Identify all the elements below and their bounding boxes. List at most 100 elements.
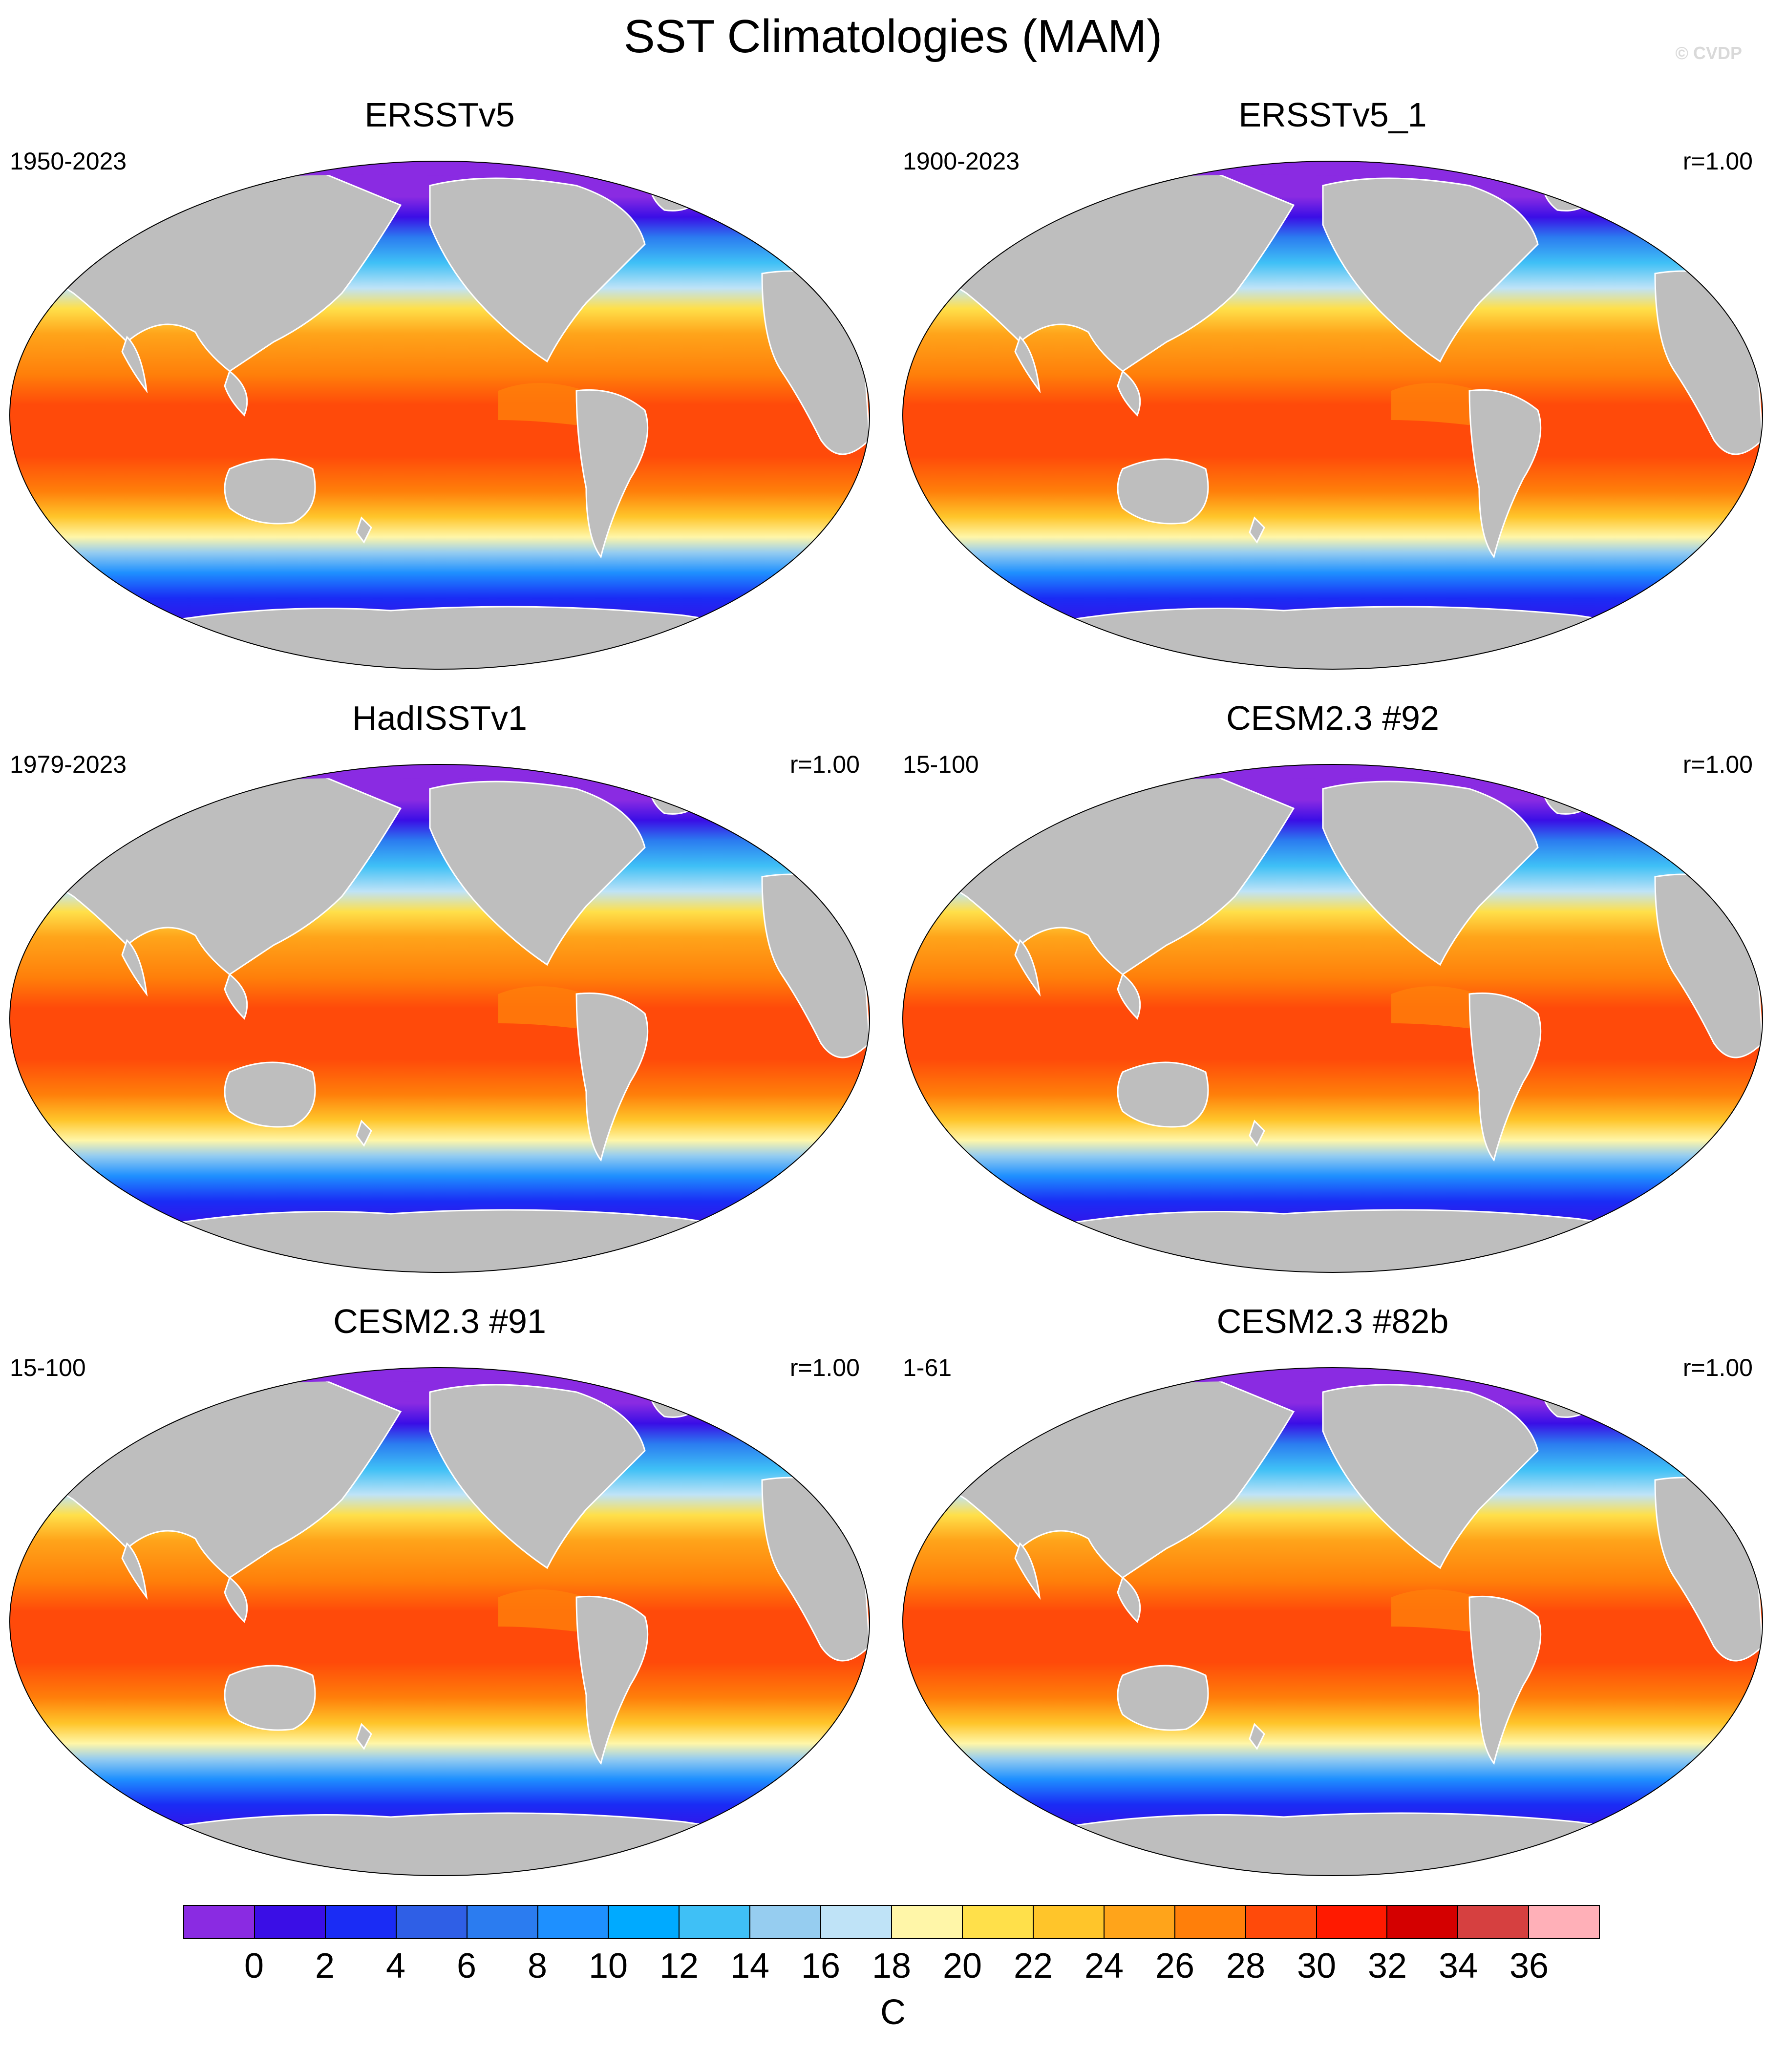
land-mass	[1322, 1384, 1539, 1569]
land-mass	[10, 1812, 870, 1876]
colorbar-tick-label: 30	[1297, 1946, 1337, 1986]
land-mass	[224, 1576, 248, 1623]
map-outline	[9, 1367, 870, 1876]
colorbar-tick-label: 8	[527, 1946, 548, 1986]
land-mass	[1014, 1542, 1041, 1600]
land-mass	[1541, 1371, 1607, 1418]
sst-map	[902, 1367, 1763, 1876]
colorbar-tick-label: 18	[872, 1946, 912, 1986]
map-panel: CESM2.3 #91 15-100 r=1.00	[0, 1206, 879, 1876]
land-mass	[575, 389, 649, 559]
land-mass	[1541, 164, 1607, 211]
colorbar-swatch	[1529, 1906, 1599, 1938]
land-mass	[1117, 458, 1209, 525]
land-mass	[903, 1812, 1763, 1876]
colorbar-tick-label: 14	[730, 1946, 770, 1986]
colorbar	[183, 1905, 1600, 1939]
colorbar-tick-label: 36	[1509, 1946, 1549, 1986]
colorbar-tick-label: 20	[942, 1946, 982, 1986]
land-mass	[1249, 1120, 1265, 1147]
colorbar-swatch	[892, 1906, 963, 1938]
land-mass	[224, 973, 248, 1020]
panel-title: CESM2.3 #91	[333, 1302, 546, 1340]
colorbar-swatch	[1104, 1906, 1175, 1938]
land-mass	[648, 767, 714, 815]
panel-years: 15-100	[10, 1354, 86, 1381]
colorbar-swatch	[1033, 1906, 1105, 1938]
colorbar-tick-label: 10	[588, 1946, 628, 1986]
land-mass	[224, 370, 248, 417]
land-mass	[1117, 1576, 1141, 1623]
land-mass	[121, 336, 148, 394]
colorbar-swatch	[680, 1906, 751, 1938]
land-mass	[1117, 1061, 1209, 1128]
colorbar-swatch	[1458, 1906, 1530, 1938]
map-outline	[902, 1367, 1763, 1876]
colorbar-swatch	[396, 1906, 468, 1938]
map-panel: CESM2.3 #82b 1-61 r=1.00	[893, 1206, 1772, 1876]
colorbar-swatch	[1387, 1906, 1459, 1938]
colorbar-tick-label: 6	[456, 1946, 477, 1986]
colorbar-tick-label: 22	[1013, 1946, 1053, 1986]
land-mass	[224, 458, 316, 525]
land-mass	[429, 177, 646, 363]
panel-correlation: r=1.00	[789, 751, 860, 778]
land-mass	[1249, 516, 1265, 544]
colorbar-swatch	[538, 1906, 609, 1938]
colorbar-tick-label: 4	[385, 1946, 406, 1986]
panel-title: CESM2.3 #92	[1226, 699, 1439, 737]
land-mass	[121, 939, 148, 997]
map-panel: HadISSTv1 1979-2023 r=1.00	[0, 603, 879, 1273]
map-panel: CESM2.3 #92 15-100 r=1.00	[893, 603, 1772, 1273]
map-outline	[902, 764, 1763, 1273]
colorbar-swatch	[750, 1906, 822, 1938]
land-mass	[1014, 336, 1041, 394]
arctic-ice-field	[147, 161, 733, 186]
map-outline	[9, 161, 870, 670]
land-mass	[1117, 370, 1141, 417]
colorbar-tick-label: 34	[1438, 1946, 1478, 1986]
sst-map	[902, 161, 1763, 670]
colorbar-tick-label: 28	[1226, 1946, 1266, 1986]
map-outline	[902, 161, 1763, 670]
arctic-ice-field	[1040, 764, 1626, 789]
colorbar-tick-label: 0	[244, 1946, 264, 1986]
map-outline	[9, 764, 870, 1273]
colorbar-swatch	[962, 1906, 1034, 1938]
land-mass	[1322, 177, 1539, 363]
land-mass	[1322, 781, 1539, 966]
land-mass	[1468, 1595, 1542, 1765]
arctic-ice-field	[1040, 161, 1626, 186]
colorbar-swatch	[184, 1906, 255, 1938]
colorbar-tick-label: 26	[1155, 1946, 1195, 1986]
land-mass	[648, 164, 714, 211]
panel-years: 15-100	[903, 751, 979, 778]
colorbar-unit: C	[880, 1993, 906, 2032]
colorbar-tick-label: 32	[1367, 1946, 1407, 1986]
panel-correlation: r=1.00	[1682, 1354, 1753, 1381]
colorbar-swatch	[255, 1906, 326, 1938]
panel-years: 1950-2023	[10, 148, 127, 175]
land-mass	[1117, 1665, 1209, 1731]
arctic-ice-field	[1040, 1368, 1626, 1392]
colorbar-swatch	[1246, 1906, 1317, 1938]
colorbar-swatch	[609, 1906, 680, 1938]
land-mass	[429, 1384, 646, 1569]
copyright-label: © CVDP	[1675, 43, 1742, 63]
panel-title: HadISSTv1	[352, 699, 527, 737]
colorbar-tick-labels: 0 2 4 6 8 10 12 14 16 18 20 22 24 26 28 30 32 34 36	[183, 1944, 1600, 1988]
panel-years: 1900-2023	[903, 148, 1020, 175]
land-mass	[1117, 973, 1141, 1020]
land-mass	[1541, 767, 1607, 815]
land-mass	[648, 1371, 714, 1418]
panel-years: 1979-2023	[10, 751, 127, 778]
land-mass	[1249, 1723, 1265, 1750]
land-mass	[224, 1665, 316, 1731]
land-mass	[1468, 992, 1542, 1162]
land-mass	[575, 992, 649, 1162]
colorbar-swatch	[1317, 1906, 1388, 1938]
colorbar-swatch	[325, 1906, 397, 1938]
sst-map	[9, 161, 870, 670]
map-panel: ERSSTv5_1 1900-2023 r=1.00	[893, 0, 1772, 670]
colorbar-tick-label: 16	[801, 1946, 841, 1986]
